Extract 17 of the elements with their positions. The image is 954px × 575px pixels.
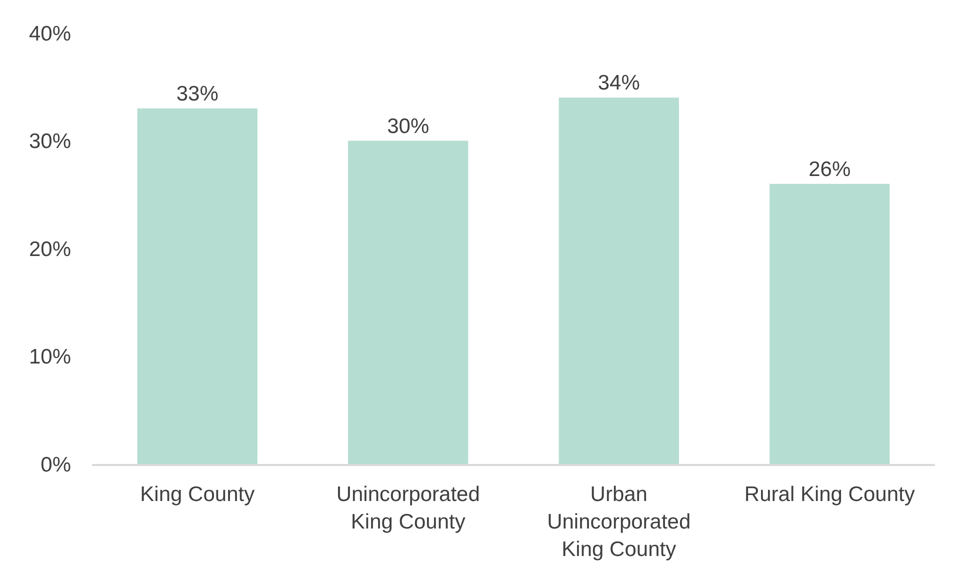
y-tick-label: 20% — [28, 238, 71, 261]
bar — [558, 98, 679, 464]
bar — [137, 108, 258, 464]
x-tick-label: King County — [140, 483, 256, 506]
data-label: 26% — [808, 158, 851, 181]
bar — [348, 140, 468, 464]
x-tick-label: Rural King County — [744, 483, 916, 506]
x-tick-label: Urban Unincorporated King County — [547, 483, 691, 561]
y-tick-label: 10% — [28, 346, 71, 369]
data-label: 30% — [387, 114, 430, 138]
y-tick-label: 30% — [28, 130, 71, 154]
y-tick-label: 40% — [28, 22, 71, 46]
x-tick-label: Unincorporated King County — [336, 483, 480, 534]
data-label: 33% — [176, 82, 218, 106]
data-label: 34% — [598, 72, 640, 95]
y-tick-label: 0% — [40, 453, 71, 476]
bar — [770, 184, 890, 464]
